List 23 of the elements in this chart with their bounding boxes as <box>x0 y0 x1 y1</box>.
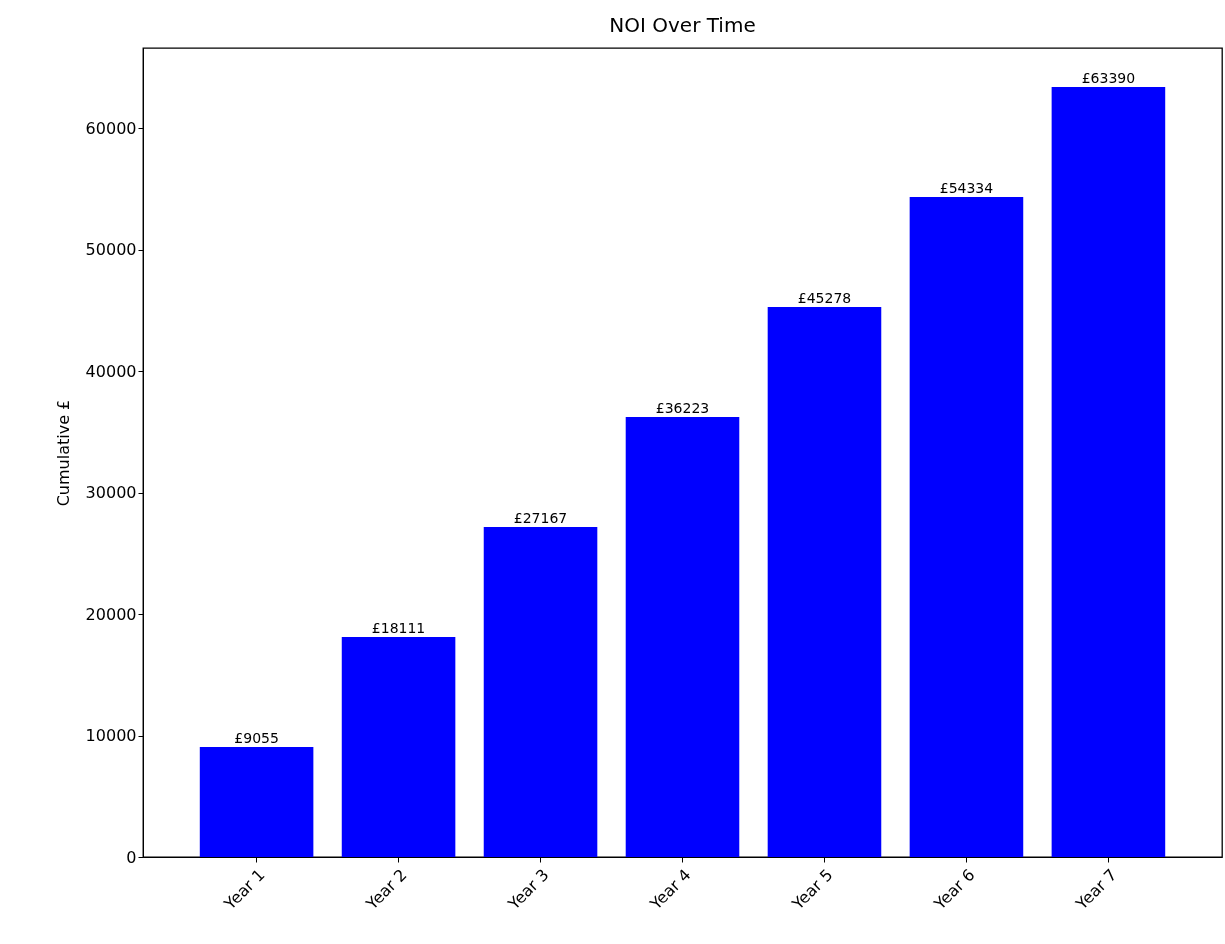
y-tick-label: 50000 <box>85 240 137 260</box>
bar <box>767 307 882 857</box>
bar <box>909 197 1024 857</box>
bar <box>341 637 456 857</box>
y-tick-label: 10000 <box>85 726 137 746</box>
bar <box>625 416 740 857</box>
bar <box>483 527 598 857</box>
chart-title: NOI Over Time <box>609 13 756 37</box>
data-label: £27167 <box>513 510 568 526</box>
bar <box>199 747 314 857</box>
y-tick-label: 40000 <box>85 361 137 381</box>
y-axis-title: Cumulative £ <box>53 399 73 507</box>
data-label: £36223 <box>655 399 710 416</box>
data-label: £45278 <box>797 290 852 306</box>
data-label: £18111 <box>371 620 426 636</box>
y-tick-label: 20000 <box>85 604 137 624</box>
y-tick-label: 60000 <box>85 118 137 138</box>
data-label: £9055 <box>234 730 279 747</box>
bar <box>1051 86 1166 857</box>
data-label: £54334 <box>939 180 994 196</box>
y-tick-label: 30000 <box>85 483 137 503</box>
y-tick-label: 0 <box>126 847 137 867</box>
data-label: £63390 <box>1081 69 1136 86</box>
